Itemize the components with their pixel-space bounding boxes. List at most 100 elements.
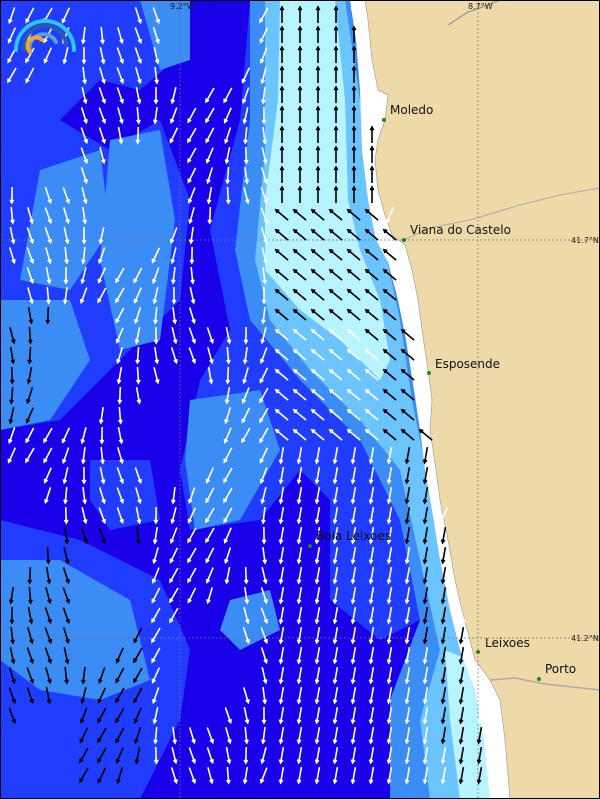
current-arrow-icon	[315, 65, 321, 83]
current-arrow-icon	[262, 546, 268, 565]
current-arrow-icon	[153, 746, 159, 765]
current-arrow-icon	[332, 486, 339, 505]
current-arrow-icon	[292, 208, 307, 221]
current-arrow-icon	[274, 388, 289, 401]
current-arrow-icon	[422, 526, 429, 545]
current-arrow-icon	[135, 506, 142, 525]
current-arrow-icon	[368, 546, 375, 565]
current-arrow-icon	[224, 566, 231, 585]
current-arrow-icon	[98, 127, 106, 145]
current-arrow-icon	[404, 506, 411, 525]
current-arrow-icon	[8, 407, 15, 425]
current-arrow-icon	[440, 646, 447, 665]
current-arrow-icon	[278, 646, 285, 665]
current-arrow-icon	[152, 287, 159, 305]
current-arrow-icon	[458, 646, 465, 665]
current-arrow-icon	[296, 746, 303, 765]
river-minho	[447, 0, 501, 26]
current-arrow-icon	[151, 627, 161, 644]
current-arrow-icon	[369, 125, 375, 143]
current-arrow-icon	[260, 167, 268, 185]
current-arrow-icon	[117, 426, 124, 445]
current-arrow-icon	[314, 686, 321, 705]
current-arrow-icon	[153, 326, 159, 345]
current-arrow-icon	[278, 766, 285, 785]
current-arrow-icon	[262, 126, 268, 145]
rainbow-arc-logo-icon[interactable]	[14, 19, 76, 54]
current-arrow-icon	[400, 388, 415, 401]
current-arrow-icon	[206, 167, 214, 185]
current-arrow-icon	[135, 346, 141, 365]
current-arrow-icon	[171, 327, 178, 345]
current-arrow-icon	[27, 306, 34, 325]
current-arrow-icon	[274, 268, 289, 281]
current-arrow-icon	[259, 7, 269, 24]
current-arrow-icon	[151, 647, 161, 664]
current-arrow-icon	[292, 268, 307, 281]
current-arrow-icon	[346, 228, 361, 241]
current-arrow-icon	[333, 185, 339, 203]
current-arrow-icon	[351, 185, 357, 203]
current-arrow-icon	[458, 766, 465, 785]
current-arrow-icon	[364, 248, 379, 261]
current-arrow-icon	[297, 5, 303, 23]
current-arrow-icon	[351, 145, 357, 163]
current-arrow-icon	[351, 25, 357, 43]
current-arrow-icon	[242, 107, 249, 125]
current-arrow-icon	[278, 626, 285, 645]
current-arrow-icon	[314, 486, 321, 505]
current-arrow-icon	[422, 406, 429, 425]
current-arrow-icon	[350, 746, 357, 765]
current-arrow-icon	[350, 526, 357, 545]
current-arrow-icon	[333, 165, 339, 183]
current-arrow-icon	[205, 527, 215, 544]
current-arrow-icon	[136, 106, 141, 125]
current-arrow-icon	[346, 348, 361, 361]
current-arrow-icon	[310, 228, 325, 241]
current-arrow-icon	[333, 45, 339, 63]
current-arrow-icon	[292, 408, 307, 421]
current-arrow-icon	[63, 547, 70, 565]
current-arrow-icon	[346, 428, 361, 441]
current-arrow-icon	[274, 288, 289, 301]
current-arrow-icon	[278, 466, 285, 485]
current-arrow-icon	[314, 706, 321, 725]
current-arrow-icon	[279, 185, 285, 203]
current-arrow-icon	[458, 686, 465, 705]
current-arrow-icon	[99, 147, 106, 165]
current-arrow-icon	[207, 767, 214, 785]
current-arrow-icon	[27, 207, 34, 225]
current-arrow-icon	[292, 428, 307, 441]
current-arrow-icon	[350, 546, 357, 565]
current-arrow-icon	[97, 767, 107, 784]
current-arrow-icon	[296, 566, 303, 585]
current-arrow-icon	[116, 67, 125, 85]
current-arrow-icon	[440, 526, 447, 545]
current-arrow-icon	[350, 506, 357, 525]
current-arrow-icon	[386, 606, 393, 625]
current-arrow-icon	[314, 746, 321, 765]
current-arrow-icon	[314, 506, 321, 525]
current-arrow-icon	[279, 5, 285, 23]
current-arrow-icon	[170, 486, 176, 505]
current-arrow-icon	[224, 146, 231, 165]
current-arrow-icon	[98, 507, 107, 525]
current-arrow-icon	[440, 606, 447, 625]
current-arrow-icon	[422, 606, 429, 625]
current-arrow-icon	[153, 726, 158, 745]
current-arrow-icon	[351, 105, 357, 123]
current-arrow-icon	[422, 686, 429, 705]
current-arrow-icon	[134, 67, 142, 85]
current-arrow-icon	[346, 408, 361, 421]
current-arrow-icon	[64, 246, 69, 265]
current-arrow-icon	[422, 466, 429, 485]
current-arrow-icon	[79, 747, 89, 764]
coastal-strip	[350, 0, 510, 799]
current-arrow-icon	[134, 727, 142, 745]
current-arrow-icon	[243, 707, 250, 725]
current-arrow-icon	[279, 25, 285, 43]
current-arrow-icon	[351, 165, 357, 183]
current-arrow-icon	[315, 25, 321, 43]
